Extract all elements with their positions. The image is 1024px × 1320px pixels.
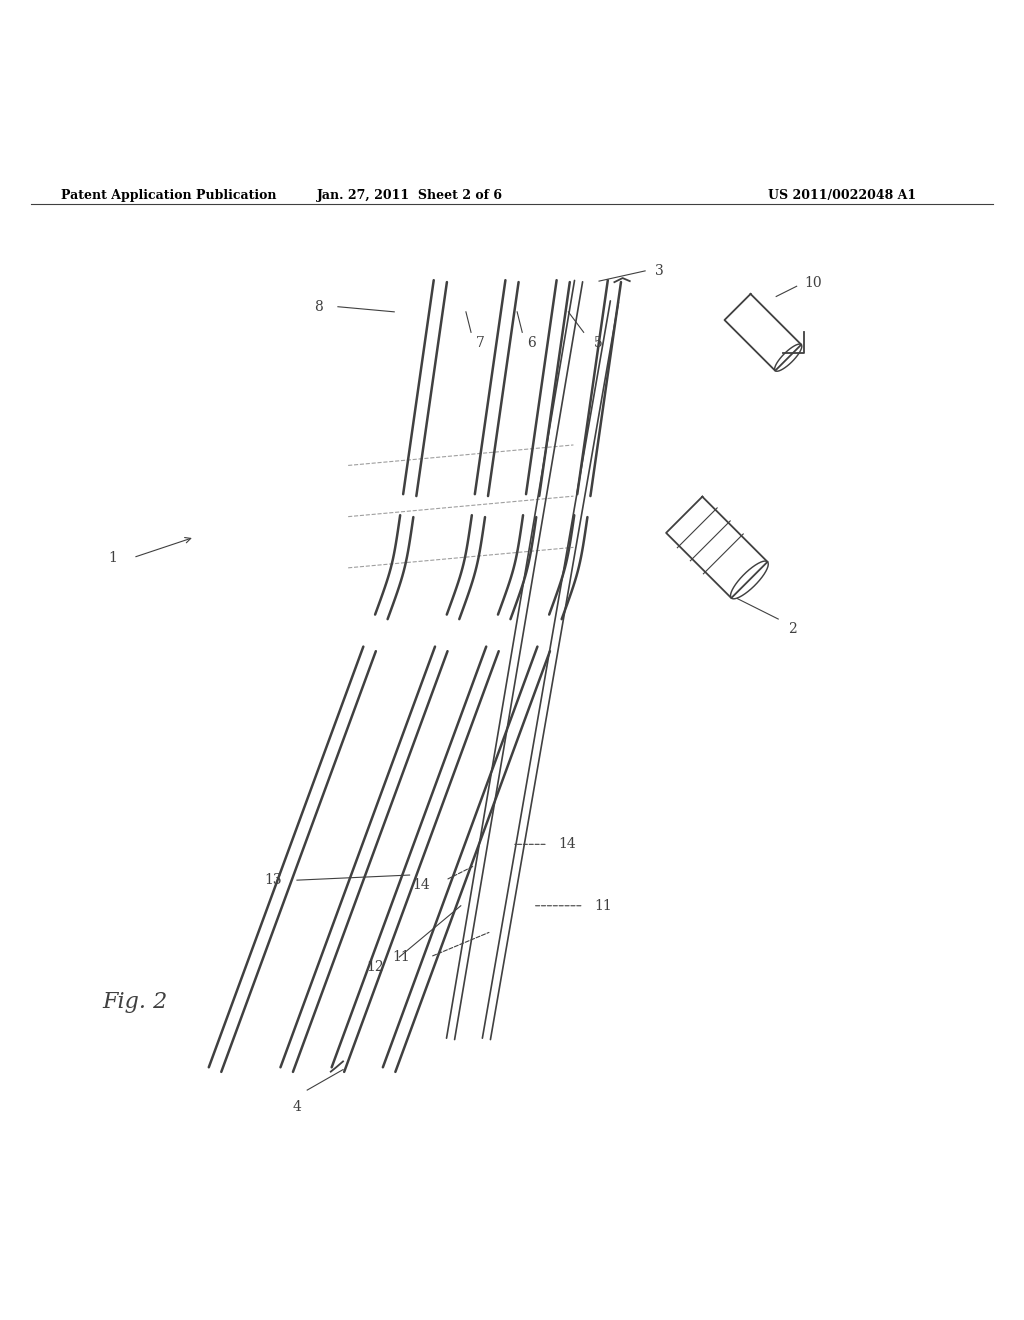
Text: 2: 2 [788, 622, 798, 636]
Text: 7: 7 [476, 335, 485, 350]
Text: 13: 13 [264, 873, 282, 887]
Text: Fig. 2: Fig. 2 [102, 991, 168, 1014]
Text: 14: 14 [558, 837, 575, 851]
Text: Jan. 27, 2011  Sheet 2 of 6: Jan. 27, 2011 Sheet 2 of 6 [316, 189, 503, 202]
Text: 1: 1 [109, 550, 117, 565]
Text: 11: 11 [392, 950, 410, 964]
Text: Patent Application Publication: Patent Application Publication [61, 189, 276, 202]
Text: 11: 11 [594, 899, 611, 912]
Text: 10: 10 [804, 276, 821, 290]
Text: US 2011/0022048 A1: US 2011/0022048 A1 [768, 189, 916, 202]
Text: 12: 12 [367, 960, 384, 974]
Text: 5: 5 [594, 335, 603, 350]
Text: 14: 14 [413, 878, 430, 892]
Text: 6: 6 [527, 335, 537, 350]
Text: 8: 8 [313, 300, 323, 314]
Text: 4: 4 [293, 1101, 301, 1114]
Text: 3: 3 [655, 264, 665, 279]
